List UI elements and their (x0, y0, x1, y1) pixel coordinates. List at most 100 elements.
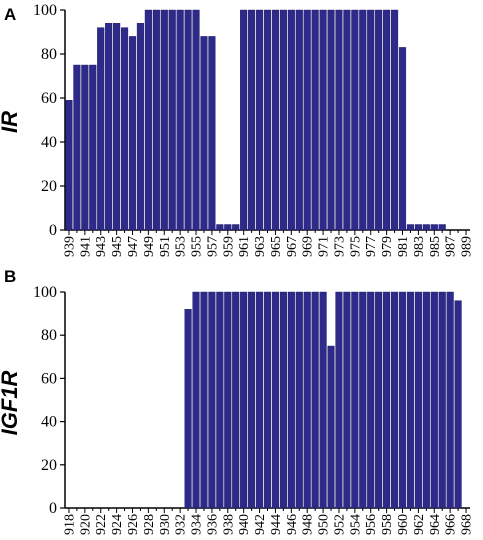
panel-a-x-tick-label: 939 (62, 236, 77, 257)
panel-b-bar-953 (343, 291, 351, 509)
panel-a-bar-963 (255, 9, 264, 231)
panel-a-bar-939 (65, 99, 73, 231)
panel-b-bar-944 (271, 291, 280, 509)
panel-b-bar-967 (454, 300, 462, 509)
panel-a-bar-972 (327, 9, 335, 231)
panel-a-x-tick-label: 959 (221, 236, 236, 257)
panel-a-y-tick-label: 80 (41, 46, 57, 63)
panel-a-bar-965 (271, 9, 280, 231)
panel-a-bar-981 (398, 47, 407, 231)
panel-a-bar-951 (160, 9, 168, 231)
panel-a-bar-946 (120, 27, 129, 231)
panel-b-bar-957 (375, 291, 383, 509)
panel-a-bar-985 (430, 224, 438, 231)
panel-a-bar-977 (367, 9, 375, 231)
panel-a-bar-960 (232, 224, 240, 231)
panel-b-bar-950 (319, 291, 327, 509)
panel-a-x-tick-label: 981 (396, 236, 411, 257)
panel-b-x-tick-label: 964 (428, 514, 443, 535)
panel-b-x-tick-label: 952 (332, 514, 347, 535)
panel-b-x-tick-label: 930 (158, 514, 173, 535)
panel-a-x-tick-label: 977 (364, 236, 379, 257)
panel-a-bar-969 (303, 9, 311, 231)
panel-a-bar-978 (375, 9, 383, 231)
panel-b-letter: B (4, 267, 16, 286)
panel-a-bar-943 (97, 27, 105, 231)
panel-b-x-tick-label: 950 (317, 514, 332, 535)
panel-a-bar-970 (311, 9, 319, 231)
panel-a-y-tick-label: 0 (49, 222, 57, 239)
panel-a-x-tick-label: 957 (205, 236, 220, 257)
panel-b-bar-949 (311, 291, 319, 509)
panel-b-bar-946 (287, 291, 295, 509)
panel-b-x-tick-label: 940 (237, 514, 252, 535)
panel-a-x-tick-label: 963 (253, 236, 268, 257)
panel-b-x-tick-label: 946 (285, 514, 300, 535)
panel-b-bar-933 (184, 309, 192, 509)
panel-b-x-tick-label: 920 (78, 514, 93, 535)
panel-a-bar-959 (224, 224, 232, 231)
panel-b-bar-961 (406, 291, 415, 509)
panel-a-bar-979 (383, 9, 391, 231)
panel-b-bar-963 (422, 291, 430, 509)
panel-a-x-tick-label: 987 (444, 236, 459, 257)
panel-a-bar-968 (295, 9, 303, 231)
panel-b-bar-952 (335, 291, 343, 509)
panel-a-x-tick-label: 983 (412, 236, 427, 257)
panel-a-x-tick-label: 949 (142, 236, 157, 257)
panel-b-x-tick-label: 956 (364, 514, 379, 535)
panel-a-bar-984 (422, 224, 430, 231)
panel-b-bar-964 (430, 291, 438, 509)
panel-a-bar-957 (208, 36, 216, 231)
panel-b-bar-935 (200, 291, 208, 509)
panel-a-bar-952 (168, 9, 176, 231)
panel-a-bar-953 (176, 9, 184, 231)
panel-b-bar-962 (414, 291, 422, 509)
panel-a-bar-955 (192, 9, 200, 231)
panel-a-x-tick-label: 969 (301, 236, 316, 257)
panel-a-bar-967 (287, 9, 295, 231)
panel-a-bar-948 (136, 23, 145, 231)
panel-a-y-tick-label: 60 (41, 90, 57, 107)
panel-a-y-tick-label: 20 (41, 178, 57, 195)
panel-b-x-tick-label: 926 (126, 514, 141, 535)
panel-a-bar-954 (184, 9, 192, 231)
panel-a-y-tick-label: 100 (33, 2, 57, 19)
panel-a-x-tick-label: 955 (190, 236, 205, 257)
panel-b-x-tick-label: 936 (205, 514, 220, 535)
panel-b-y-axis-label: IGF1R (0, 371, 22, 436)
panel-b-bar-934 (192, 291, 200, 509)
panel-b-x-tick-label: 960 (396, 514, 411, 535)
panel-b-bar-936 (208, 291, 216, 509)
panel-b-bar-940 (240, 291, 248, 509)
panel-b-x-tick-label: 918 (62, 514, 77, 535)
panel-a-bar-947 (128, 36, 137, 231)
panel-a-bar-962 (248, 9, 256, 231)
panel-b-bar-939 (232, 291, 240, 509)
panel-a-bar-973 (335, 9, 343, 231)
panel-b-x-tick-label: 938 (221, 514, 236, 535)
panel-b-x-tick-label: 922 (94, 514, 109, 535)
panel-b-x-tick-label: 948 (301, 514, 316, 535)
panel-a-y-tick-label: 40 (41, 134, 57, 151)
panel-b-bar-945 (279, 291, 287, 509)
panel-a-letter: A (4, 5, 16, 24)
panel-a-bar-945 (113, 23, 121, 231)
panel-a-bar-975 (351, 9, 359, 231)
panel-b-x-tick-label: 958 (380, 514, 395, 535)
panel-a-x-tick-label: 971 (317, 236, 332, 257)
panel-a-bar-961 (240, 9, 248, 231)
panel-a-x-tick-label: 947 (126, 236, 141, 257)
panel-a-x-tick-label: 941 (78, 236, 93, 257)
panel-a-x-tick-label: 951 (158, 236, 173, 257)
panel-b-x-tick-label: 966 (444, 514, 459, 535)
panel-b-bar-942 (255, 291, 264, 509)
panel-a-bar-986 (438, 224, 446, 231)
panel-a-bar-956 (200, 36, 208, 231)
panel-b-y-tick-label: 0 (49, 500, 57, 517)
panel-a-x-tick-label: 945 (110, 236, 125, 257)
panel-b-y-tick-label: 100 (33, 284, 57, 301)
panel-b-y-tick-label: 20 (41, 457, 57, 474)
